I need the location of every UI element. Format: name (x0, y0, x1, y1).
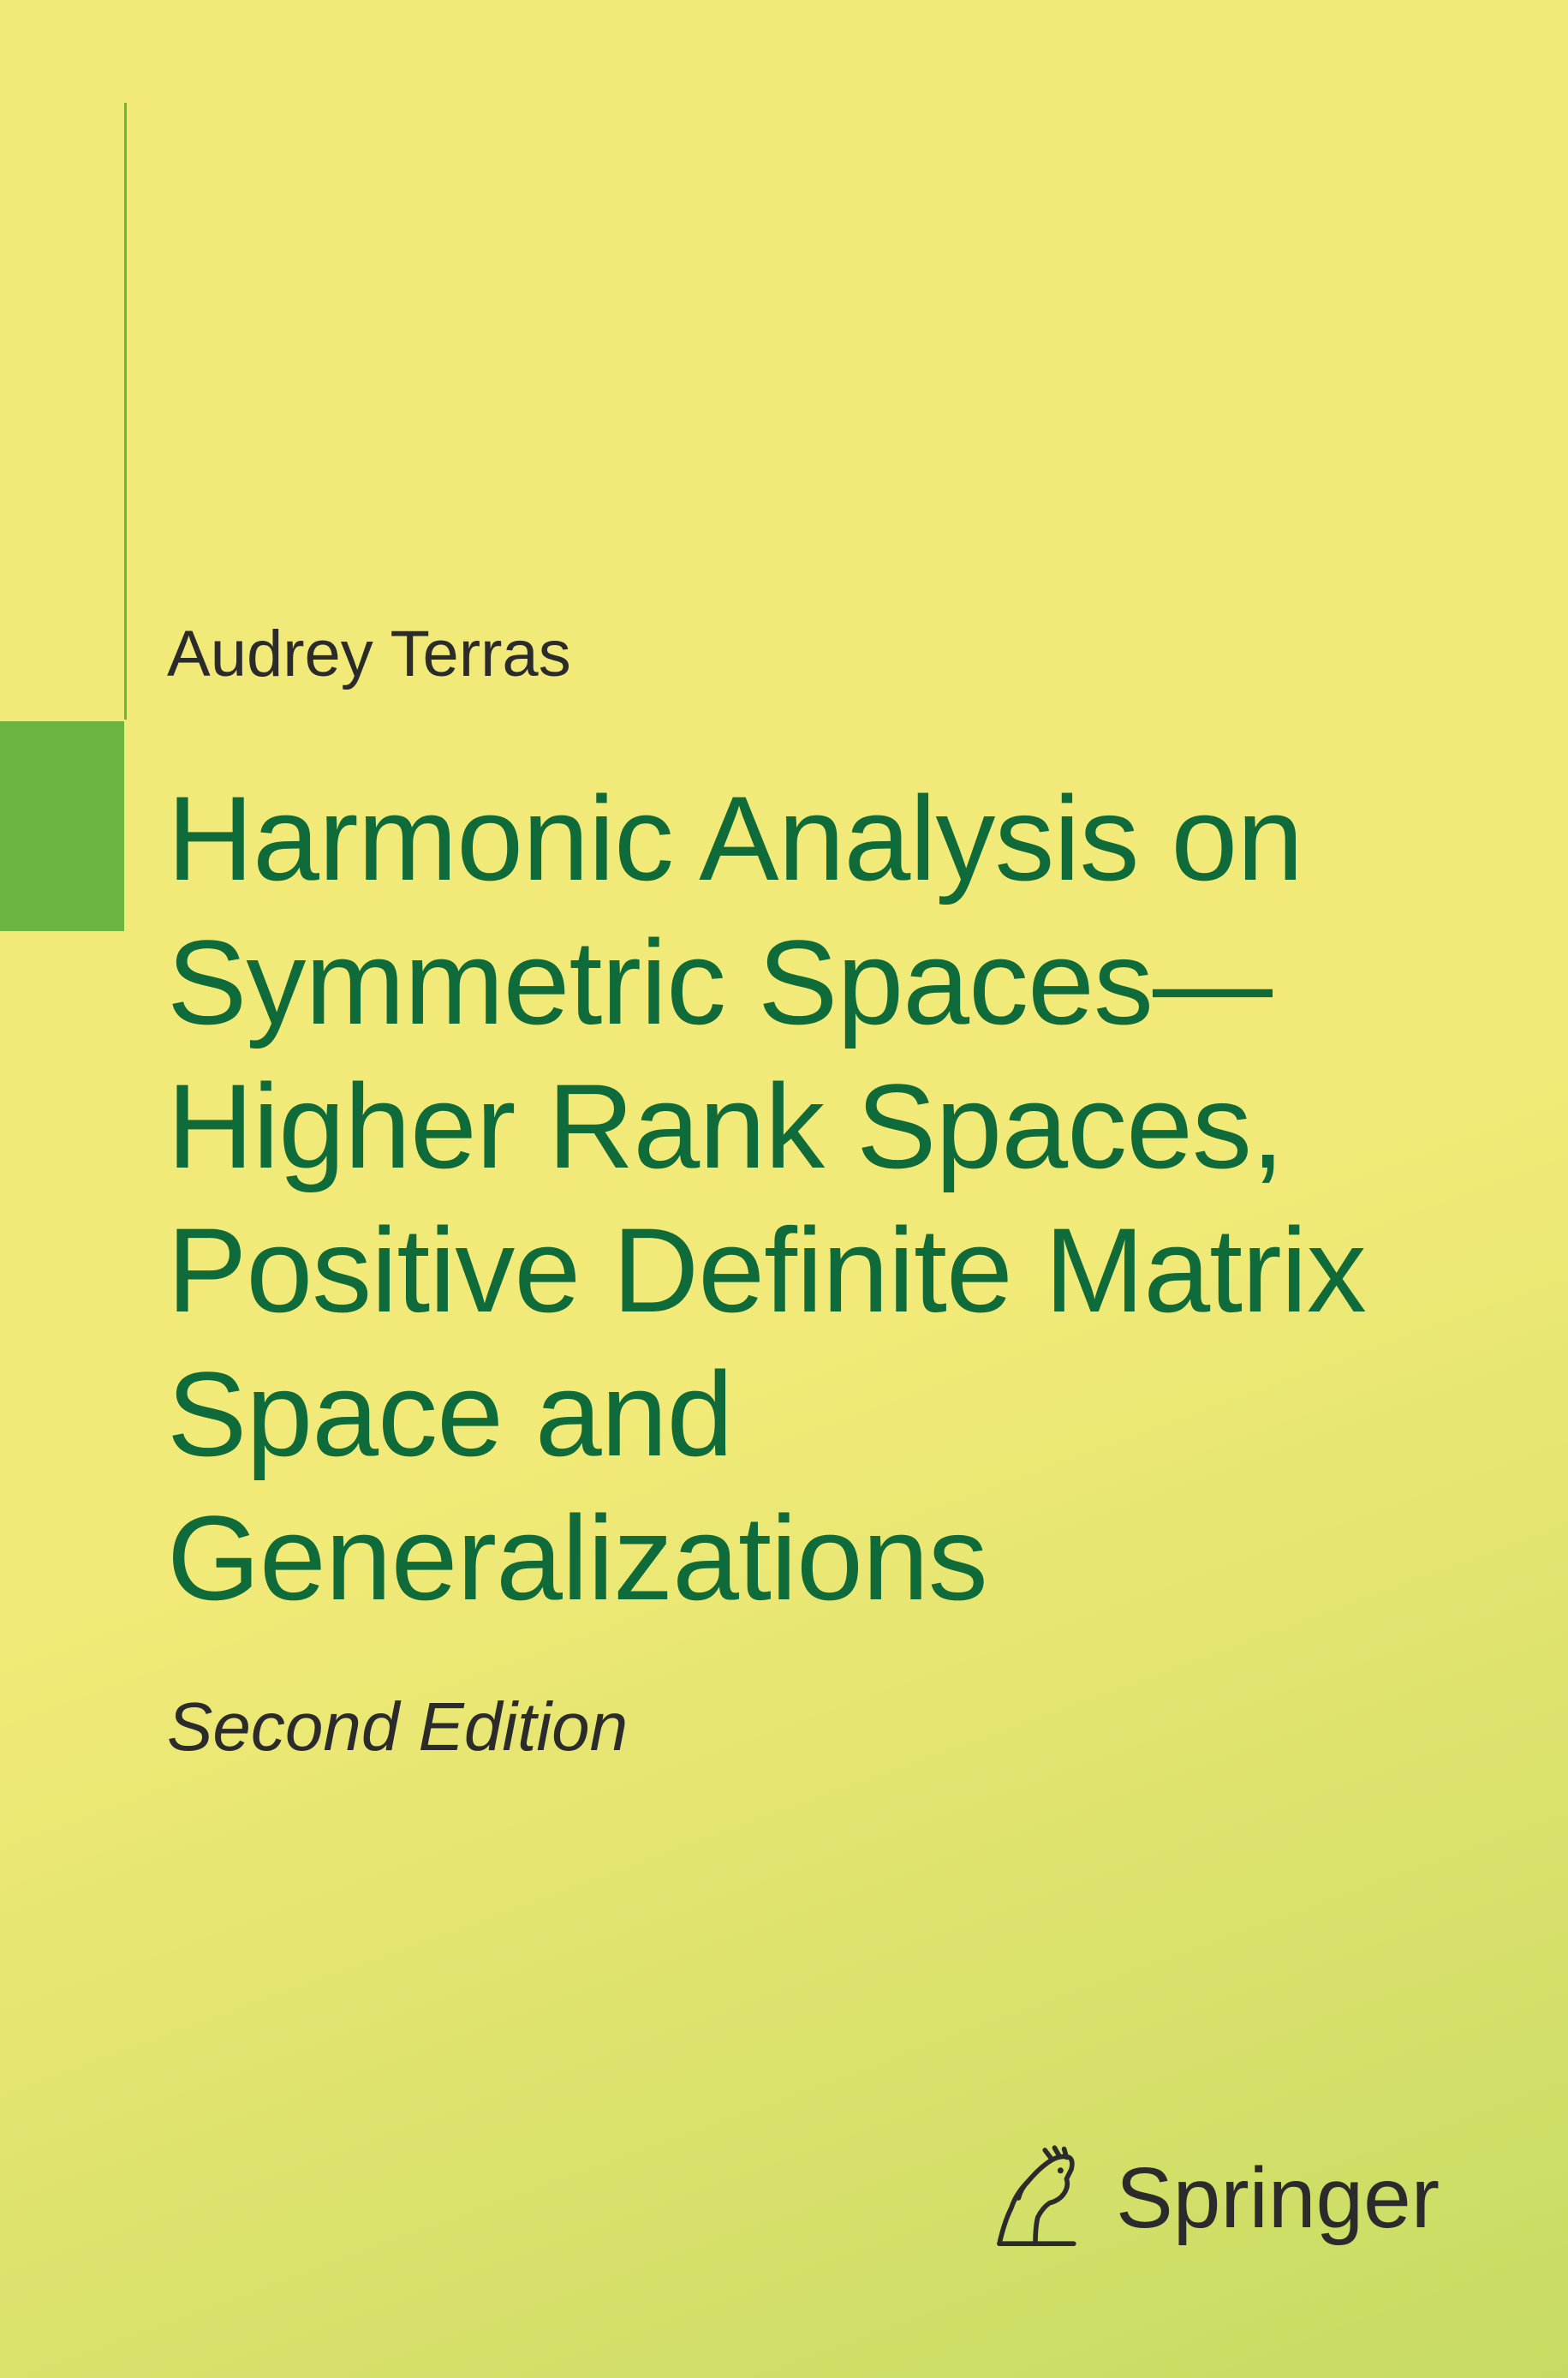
springer-horse-icon (975, 2138, 1095, 2258)
publisher-name: Springer (1116, 2149, 1440, 2248)
book-title: Harmonic Analysis on Symmetric Spaces—Hi… (167, 767, 1469, 1630)
publisher-block: Springer (975, 2138, 1440, 2258)
accent-block (0, 721, 124, 931)
author-name: Audrey Terras (167, 617, 571, 691)
vertical-rule (124, 103, 127, 720)
edition-label: Second Edition (167, 1688, 628, 1766)
book-cover: Audrey Terras Harmonic Analysis on Symme… (0, 0, 1568, 2378)
